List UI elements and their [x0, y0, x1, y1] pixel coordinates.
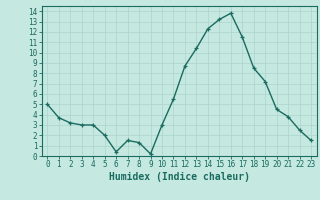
X-axis label: Humidex (Indice chaleur): Humidex (Indice chaleur)	[109, 172, 250, 182]
